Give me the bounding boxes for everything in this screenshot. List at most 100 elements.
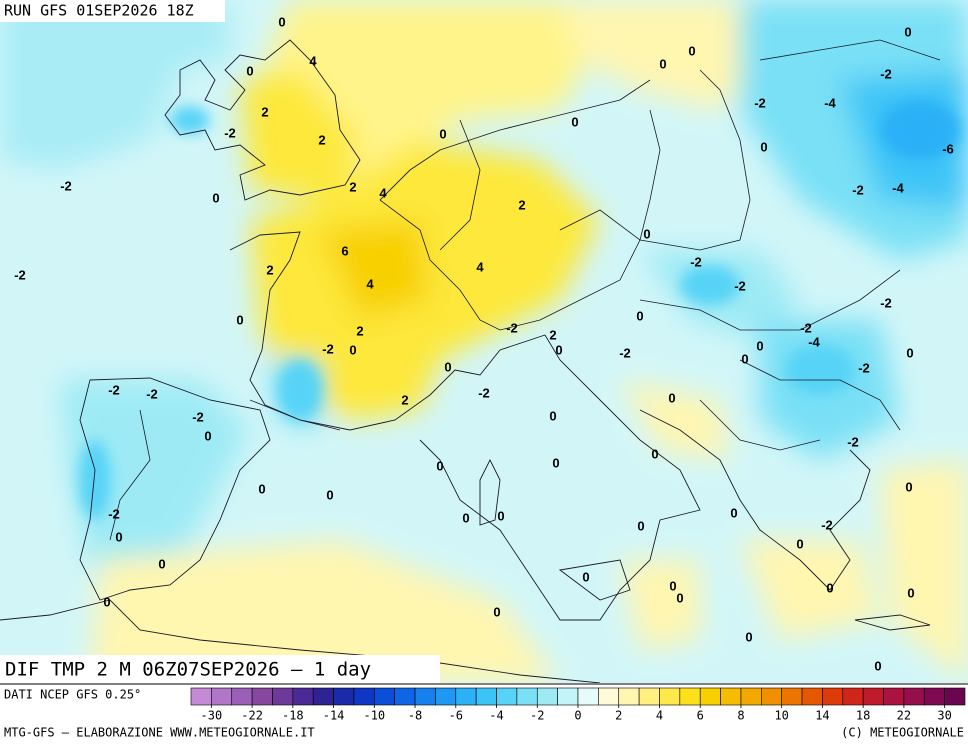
contour-label: 0	[444, 359, 451, 374]
contour-label: 2	[518, 197, 525, 212]
source-label: DATI NCEP GFS 0.25°	[4, 688, 141, 702]
contour-label: 0	[436, 458, 443, 473]
colorbar-tick-label: 18	[856, 709, 870, 723]
contour-label: 2	[549, 327, 556, 342]
copyright-label: (C) METEOGIORNALE	[841, 726, 964, 740]
colorbar-swatch	[699, 687, 721, 706]
colorbar-swatch	[190, 687, 212, 706]
contour-label: 4	[476, 259, 484, 274]
colorbar-tick-label: -2	[530, 709, 544, 723]
contour-label: -2	[852, 182, 864, 197]
colorbar-tick-label: 10	[774, 709, 788, 723]
contour-label: 0	[730, 505, 737, 520]
contour-label: 0	[637, 518, 644, 533]
colorbar-tick-label: 8	[737, 709, 744, 723]
contour-label: 0	[552, 455, 559, 470]
contour-label: -2	[754, 95, 766, 110]
run-label-box	[0, 0, 225, 22]
contour-label: 4	[379, 185, 387, 200]
colorbar-swatch	[883, 687, 905, 706]
contour-label: 0	[571, 114, 578, 129]
colorbar-swatch	[516, 687, 538, 706]
colorbar-swatch	[557, 687, 579, 706]
colorbar-swatch	[414, 687, 436, 706]
colorbar-tick-label: -10	[363, 709, 385, 723]
colorbar-swatch	[740, 687, 762, 706]
contour-label: 0	[636, 308, 643, 323]
contour-label: -2	[60, 178, 72, 193]
colorbar-swatch	[455, 687, 477, 706]
contour-label: 2	[356, 323, 363, 338]
contour-label: -4	[824, 95, 836, 110]
colorbar-swatch	[475, 687, 497, 706]
contour-label: 0	[796, 536, 803, 551]
contour-label: 0	[741, 351, 748, 366]
contour-label: -4	[808, 334, 820, 349]
borders	[109, 39, 941, 541]
contour-label: -2	[14, 267, 26, 282]
colorbar-tick-label: 0	[574, 709, 581, 723]
contour-label: -2	[619, 345, 631, 360]
colorbar-swatch	[496, 687, 518, 706]
colorbar-swatch	[801, 687, 823, 706]
colorbar-swatch	[272, 687, 294, 706]
contour-label: 0	[439, 126, 446, 141]
colorbar-swatch	[618, 687, 640, 706]
contour-label: -2	[880, 66, 892, 81]
contour-label: 0	[651, 446, 658, 461]
colorbar-swatch	[251, 687, 273, 706]
colorbar-swatch	[923, 687, 945, 706]
contour-label: 0	[907, 585, 914, 600]
colorbar-swatch	[659, 687, 681, 706]
contour-label: 0	[826, 580, 833, 595]
colorbar-swatch	[781, 687, 803, 706]
contour-label: 2	[261, 104, 268, 119]
contour-label: 0	[582, 569, 589, 584]
contour-label: -2	[506, 320, 518, 335]
contour-label: 0	[236, 312, 243, 327]
colorbar: -30 -22 -18 -14 -10 -8 -6 -4 -2 0 2 4 6 8 10 14 18 22 30	[190, 687, 966, 723]
colorbar-swatch	[944, 687, 966, 706]
colorbar-tick-label: -30	[201, 709, 223, 723]
contour-label: -2	[847, 434, 859, 449]
colorbar-tick-label: 4	[656, 709, 663, 723]
colorbar-swatch	[903, 687, 925, 706]
contour-label: -2	[858, 360, 870, 375]
contour-label: 0	[212, 190, 219, 205]
colorbar-swatch	[536, 687, 558, 706]
colorbar-swatch	[292, 687, 314, 706]
contour-label: 0	[493, 604, 500, 619]
colorbar-tick-label: 6	[697, 709, 704, 723]
contour-label: -2	[478, 385, 490, 400]
contour-label: 0	[745, 629, 752, 644]
contour-label: 0	[103, 594, 110, 609]
colorbar-swatch	[394, 687, 416, 706]
contour-label: -2	[322, 341, 334, 356]
colorbar-swatch	[822, 687, 844, 706]
contour-label: 4	[366, 276, 374, 291]
colorbar-tick-label: 30	[937, 709, 951, 723]
run-label: RUN GFS 01SEP2026 18Z	[4, 2, 194, 20]
field-label: DIF TMP 2 M 06Z07SEP2026 — 1 day	[5, 659, 371, 681]
credit-label: MTG-GFS — ELABORAZIONE WWW.METEOGIORNALE…	[4, 726, 315, 740]
field-detail	[79, 100, 960, 520]
contour-label: -6	[942, 141, 954, 156]
contour-label: -2	[821, 517, 833, 532]
contour-label: 0	[906, 345, 913, 360]
contour-label: 0	[643, 226, 650, 241]
contour-label: 0	[204, 428, 211, 443]
contour-label: 0	[326, 487, 333, 502]
contour-label: 0	[874, 658, 881, 673]
contour-label: -4	[892, 180, 904, 195]
contour-label: -2	[108, 506, 120, 521]
contour-label: 0	[760, 139, 767, 154]
colorbar-tick-label: -18	[282, 709, 304, 723]
contour-label: 0	[669, 578, 676, 593]
colorbar-swatch	[761, 687, 782, 706]
contour-label: -2	[146, 386, 158, 401]
contour-label: 0	[668, 390, 675, 405]
contour-label: 2	[266, 262, 273, 277]
contour-label: 2	[401, 392, 408, 407]
